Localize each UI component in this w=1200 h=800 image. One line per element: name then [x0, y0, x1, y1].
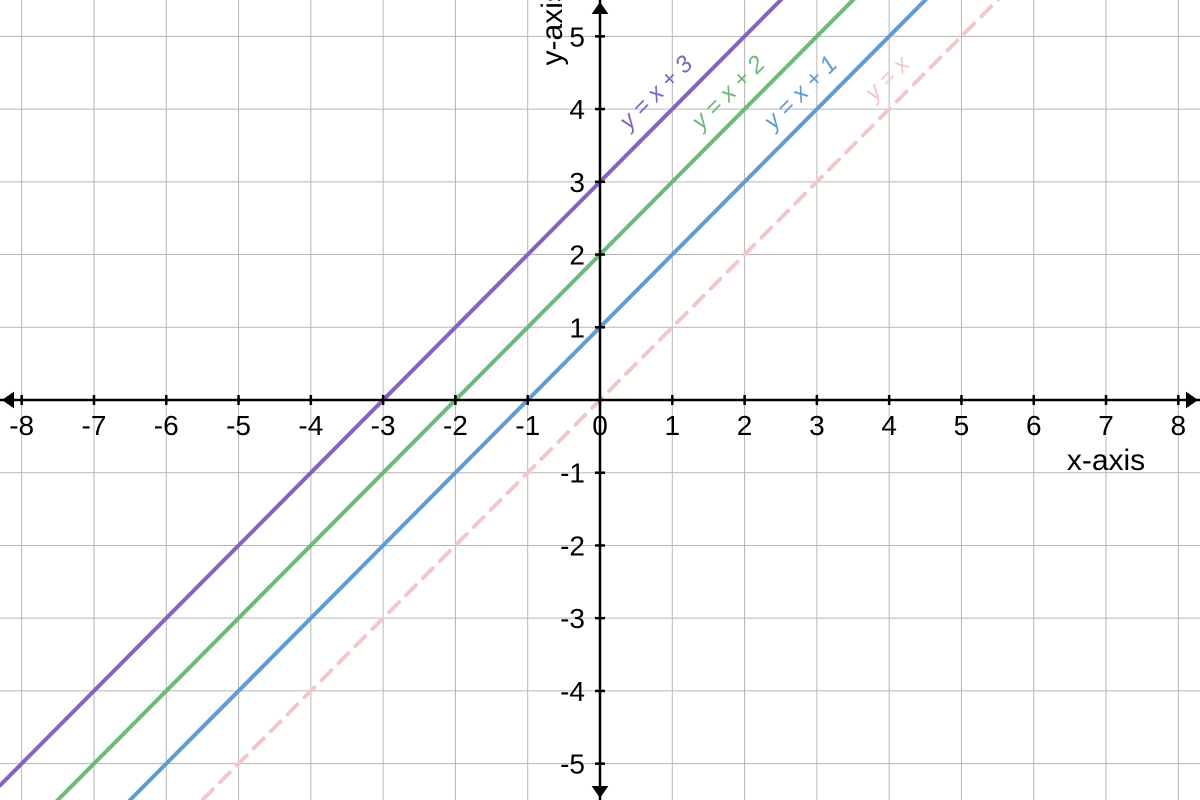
x-tick-label: 7: [1098, 410, 1114, 441]
y-tick-label: -3: [560, 603, 585, 634]
y-tick-label: 1: [569, 312, 585, 343]
y-tick-label: -1: [560, 458, 585, 489]
x-tick-label: -7: [82, 410, 107, 441]
x-tick-label: 4: [881, 410, 897, 441]
x-tick-label: 2: [737, 410, 753, 441]
x-tick-label: 0: [592, 410, 608, 441]
coordinate-plane-chart: -8-7-6-5-4-3-2-1012345678-5-4-3-2-112345…: [0, 0, 1200, 800]
y-tick-label: 3: [569, 167, 585, 198]
x-tick-label: 1: [665, 410, 681, 441]
x-tick-label: -1: [515, 410, 540, 441]
x-tick-label: -3: [371, 410, 396, 441]
y-axis-label: y-axis: [536, 0, 569, 65]
y-tick-label: 5: [569, 21, 585, 52]
x-tick-label: 5: [954, 410, 970, 441]
x-tick-label: -5: [226, 410, 251, 441]
y-tick-label: 2: [569, 240, 585, 271]
x-axis-label: x-axis: [1067, 444, 1145, 477]
y-tick-label: -4: [560, 676, 585, 707]
x-tick-label: 3: [809, 410, 825, 441]
y-tick-label: -2: [560, 530, 585, 561]
x-tick-label: 8: [1171, 410, 1187, 441]
x-tick-label: -2: [443, 410, 468, 441]
y-tick-label: -5: [560, 749, 585, 780]
x-tick-label: -8: [9, 410, 34, 441]
x-tick-label: 6: [1026, 410, 1042, 441]
x-tick-label: -4: [298, 410, 323, 441]
x-tick-label: -6: [154, 410, 179, 441]
y-tick-label: 4: [569, 94, 585, 125]
